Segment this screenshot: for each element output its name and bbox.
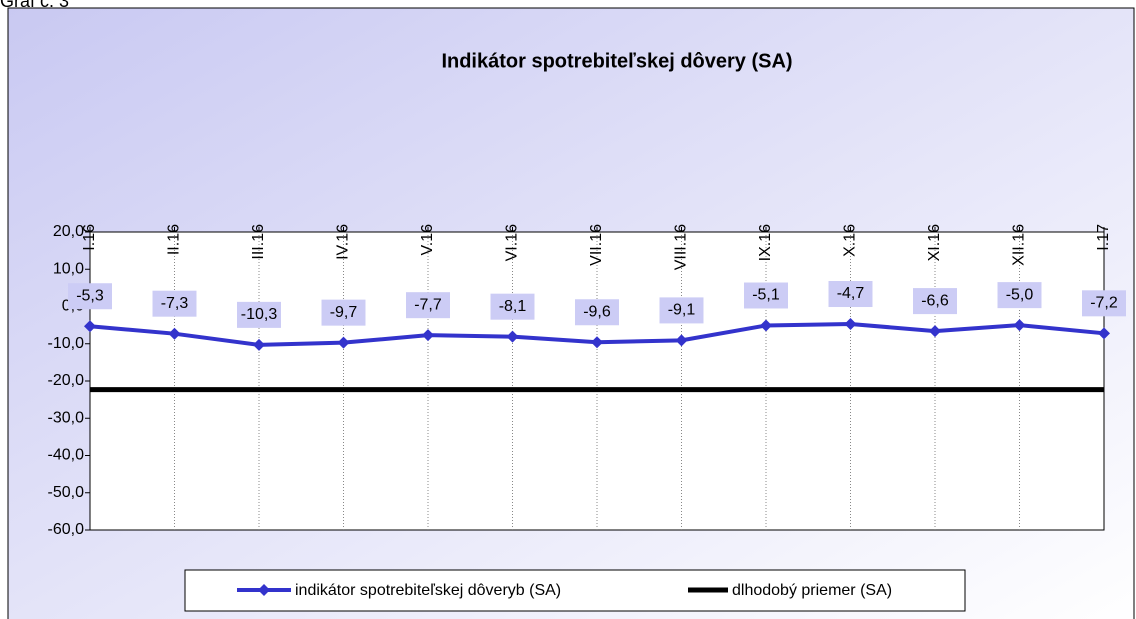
data-label-box (406, 292, 450, 319)
point (844, 318, 857, 331)
x-tick-label: I.17 (1095, 224, 1112, 251)
data-label-box (575, 299, 619, 326)
data-label: -9,7 (330, 304, 358, 321)
legend (184, 569, 966, 612)
data-label: -7,3 (161, 295, 189, 312)
data-label: -5,1 (752, 287, 780, 304)
data-label-box (1082, 290, 1126, 317)
x-tick-label: IX.16 (757, 224, 774, 261)
legend-label: dlhodobý priemer (SA) (732, 582, 892, 599)
data-label: -9,1 (668, 302, 696, 319)
y-tick-label: -20,0 (48, 372, 85, 389)
data-label-box (490, 293, 535, 320)
point (422, 329, 434, 342)
x-tick-label: XII.16 (1011, 224, 1028, 266)
data-label-box (152, 290, 197, 317)
legend-marker (258, 584, 270, 596)
x-tick-label: I.16 (81, 224, 98, 251)
point (506, 330, 519, 343)
data-label-box (913, 288, 957, 315)
x-tick-label: VIII.16 (673, 224, 690, 270)
data-label-box (997, 282, 1042, 309)
x-tick-label: III.16 (250, 224, 267, 260)
y-tick-label: -40,0 (48, 447, 85, 464)
data-label-box (68, 283, 112, 310)
caption: Graf č. 3 (0, 0, 69, 11)
data-label: -7,7 (414, 296, 442, 313)
data-label: -8,1 (499, 298, 527, 315)
data-label: -9,6 (583, 303, 611, 320)
data-label: -10,3 (241, 306, 278, 323)
data-label: -4,7 (837, 285, 865, 302)
plot-area (89, 231, 1105, 531)
point (591, 336, 603, 349)
point (168, 327, 181, 340)
y-tick-label: -10,0 (48, 335, 85, 352)
y-tick-label: 20,0 (53, 223, 84, 240)
data-label: -5,3 (76, 287, 104, 304)
x-tick-label: X.16 (842, 224, 859, 257)
x-tick-label: V.16 (419, 224, 436, 256)
point (760, 319, 772, 332)
y-tick-label: -50,0 (48, 484, 85, 501)
data-label-box (321, 299, 366, 326)
x-tick-label: IV.16 (335, 224, 352, 260)
data-label-box (237, 301, 281, 328)
x-tick-label: II.16 (166, 224, 183, 255)
data-label-box (659, 297, 704, 324)
data-label: -6,6 (921, 292, 949, 309)
point (1013, 319, 1026, 332)
chart-title: Indikátor spotrebiteľskej dôvery (SA) (441, 50, 792, 72)
data-label: -5,0 (1006, 286, 1034, 303)
data-label: -7,2 (1090, 295, 1118, 312)
y-tick-label: -60,0 (48, 521, 85, 538)
x-tick-label: VII.16 (588, 224, 605, 266)
data-label-box (744, 282, 788, 309)
legend-label: indikátor spotrebiteľskej dôveryb (SA) (295, 582, 561, 599)
data-label-box (828, 281, 873, 308)
x-tick-label: XI.16 (926, 224, 943, 261)
point (84, 320, 96, 333)
y-tick-label: -30,0 (48, 409, 85, 426)
point (675, 334, 688, 347)
x-tick-label: VI.16 (504, 224, 521, 261)
point (1098, 327, 1110, 340)
point (929, 325, 941, 338)
y-tick-label: 10,0 (53, 260, 84, 277)
point (337, 336, 350, 349)
point (253, 338, 265, 351)
